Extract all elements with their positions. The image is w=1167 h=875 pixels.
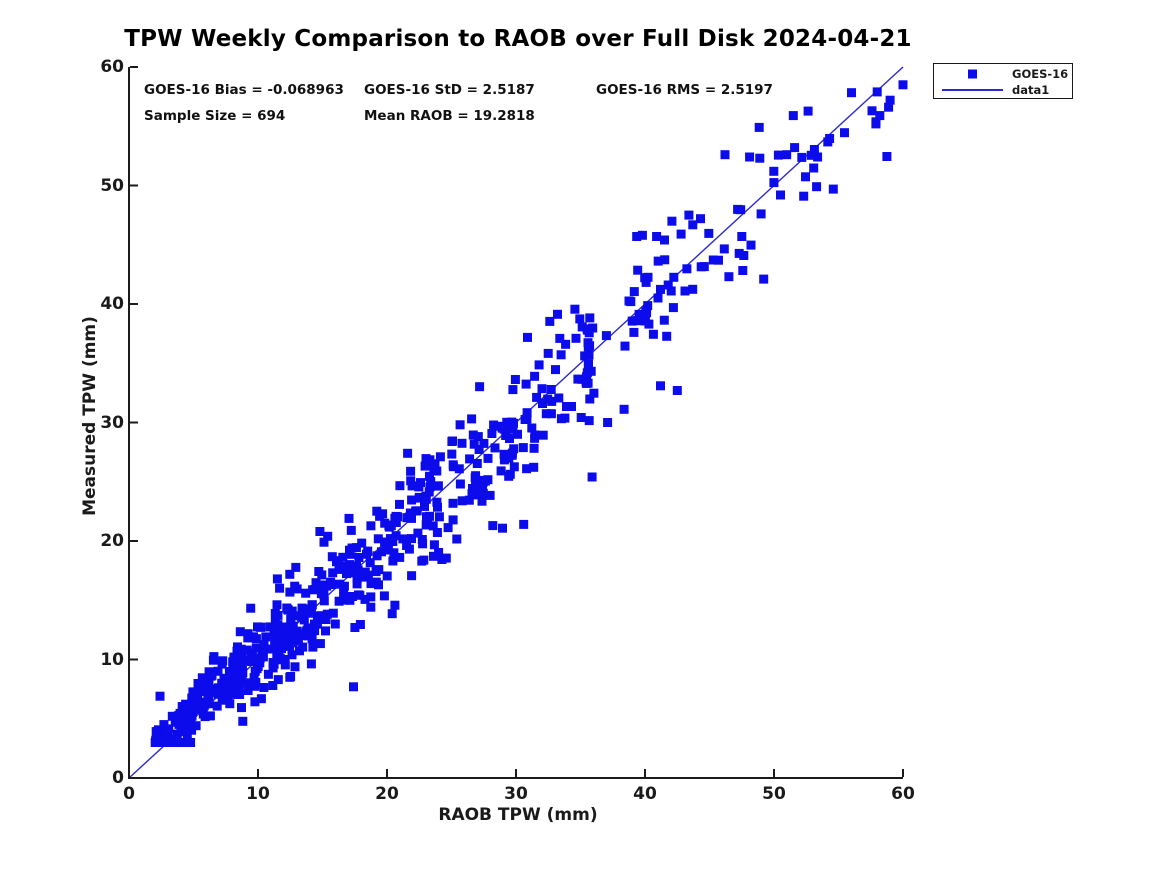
stat-std: GOES-16 StD = 2.5187: [364, 82, 535, 98]
legend-label: GOES-16: [1012, 67, 1069, 81]
x-tick-label: 10: [246, 784, 270, 804]
legend-label: data1: [1012, 83, 1050, 97]
legend: GOES-16 data1: [933, 63, 1073, 99]
axes-lines: [128, 67, 903, 779]
axis-ticks: [128, 66, 904, 779]
stat-sample-size: Sample Size = 694: [144, 108, 286, 124]
x-tick-label: 60: [891, 784, 915, 804]
legend-entry-data1: data1: [934, 82, 1072, 98]
y-tick-label: 40: [100, 294, 124, 314]
y-tick-label: 50: [100, 175, 124, 196]
square-marker-icon: [968, 69, 977, 79]
scatter-points: [150, 80, 908, 747]
stat-mean-raob: Mean RAOB = 19.2818: [364, 108, 535, 124]
y-tick-label: 30: [100, 412, 124, 433]
y-axis-label: Measured TPW (mm): [80, 316, 100, 516]
stat-rms: GOES-16 RMS = 2.5197: [596, 82, 773, 98]
line-icon: [942, 89, 1003, 91]
x-axis-label: RAOB TPW (mm): [438, 805, 598, 825]
y-tick-label: 60: [100, 57, 124, 77]
x-tick-label: 50: [762, 784, 786, 804]
x-tick-label: 30: [504, 784, 528, 804]
x-tick-label: 20: [375, 784, 399, 804]
x-tick-label: 40: [633, 784, 657, 804]
y-tick-label: 20: [100, 531, 124, 551]
x-tick-label: 0: [123, 784, 135, 804]
y-tick-label: 0: [112, 768, 124, 788]
chart-title: TPW Weekly Comparison to RAOB over Full …: [124, 26, 912, 52]
stat-bias: GOES-16 Bias = -0.068963: [144, 82, 344, 98]
legend-entry-goes16: GOES-16: [934, 66, 1072, 82]
y-tick-label: 10: [100, 649, 124, 670]
